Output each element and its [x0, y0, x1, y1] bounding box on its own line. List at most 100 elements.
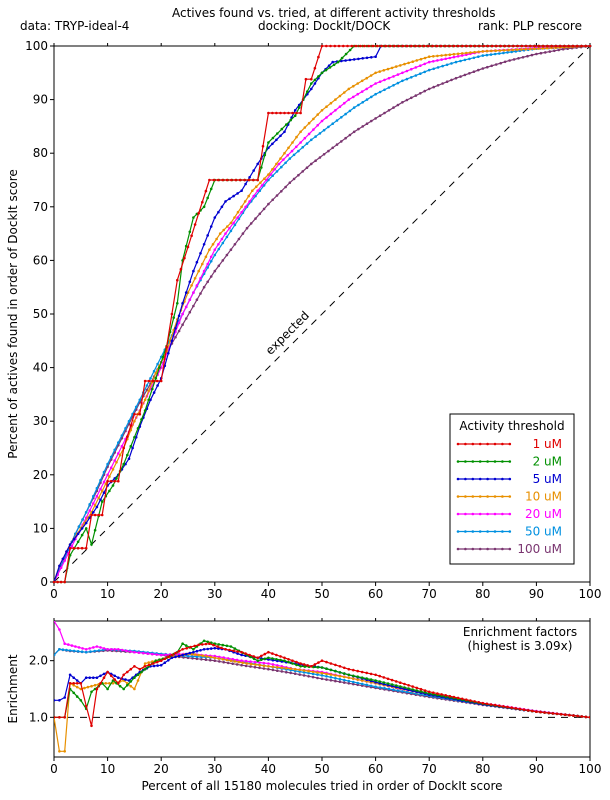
enrich-point: [88, 676, 91, 679]
series-point: [512, 58, 516, 61]
series-point: [106, 473, 109, 477]
series-point: [354, 44, 358, 48]
enrich-series-1-uM: [54, 642, 590, 728]
series-point: [521, 56, 525, 59]
enrich-point: [360, 676, 364, 679]
enrich-point: [369, 672, 373, 676]
series-point: [544, 51, 547, 54]
legend-swatch-point: [456, 547, 460, 551]
enrich-point: [460, 697, 464, 701]
enrich-point: [164, 653, 167, 657]
x-tick-label: 50: [314, 762, 329, 776]
series-point: [387, 76, 391, 80]
series-point: [440, 58, 443, 61]
enrich-point: [253, 660, 257, 664]
series-point: [243, 178, 246, 182]
series-point: [318, 132, 322, 135]
enrich-point: [159, 653, 163, 657]
series-point: [102, 491, 106, 495]
series-point: [247, 178, 251, 182]
series-point: [109, 466, 113, 470]
series-point: [499, 44, 503, 48]
legend-swatch-point: [471, 512, 475, 516]
series-point: [113, 459, 116, 462]
series-point: [287, 111, 290, 115]
enrich-point: [456, 696, 460, 700]
series-point: [177, 321, 181, 325]
series-point: [515, 48, 519, 51]
enrich-point: [63, 642, 66, 645]
enrich-point: [102, 672, 106, 676]
enrich-point: [99, 674, 102, 678]
series-point: [561, 47, 565, 51]
enrich-point: [193, 653, 197, 656]
series-point: [109, 455, 113, 459]
enrich-point: [224, 648, 227, 651]
enrich-point: [140, 670, 143, 674]
series-point: [436, 54, 439, 58]
series-point: [482, 44, 486, 48]
enrich-point: [312, 665, 315, 669]
series-point: [553, 49, 556, 53]
series-point: [557, 48, 560, 52]
enrich-point: [279, 655, 282, 658]
series-point: [156, 384, 159, 387]
series-point: [292, 153, 296, 157]
enrich-point: [174, 651, 177, 655]
series-point: [344, 136, 347, 140]
enrich-point: [316, 671, 319, 674]
series-point: [563, 44, 566, 48]
legend-swatch-point: [493, 460, 497, 463]
series-point: [365, 87, 369, 91]
series-point: [249, 222, 253, 225]
series-point: [283, 151, 286, 155]
enrich-point: [95, 645, 99, 648]
x-tick-label: 60: [368, 587, 383, 601]
enrich-point: [138, 667, 142, 671]
series-point: [410, 76, 413, 79]
series-point: [217, 210, 220, 214]
series-point: [494, 49, 498, 52]
series-point: [260, 184, 264, 187]
series-point: [312, 128, 315, 131]
series-point: [256, 189, 260, 192]
series-point: [275, 194, 279, 197]
series-point: [365, 56, 369, 60]
series-point: [58, 564, 61, 568]
series-point: [363, 44, 366, 48]
series-point: [439, 44, 443, 48]
enrich-point: [298, 668, 302, 672]
enrich-point: [299, 665, 302, 668]
series-point: [365, 76, 369, 80]
series-point: [241, 232, 245, 235]
enrich-point: [79, 682, 83, 685]
series-point: [97, 513, 100, 517]
series-point: [465, 44, 468, 48]
series-point: [361, 101, 365, 104]
series-point: [271, 174, 275, 177]
series-point: [378, 80, 382, 83]
series-point: [206, 196, 209, 200]
series-point: [356, 82, 360, 85]
enrich-point: [347, 673, 351, 677]
series-line: [53, 45, 590, 583]
enrich-point: [360, 670, 364, 674]
series-point: [263, 177, 266, 180]
series-point: [208, 248, 211, 251]
enrichment-plot: 0 10 20 30 40 50 60 70 80 90 100 1.0 2.0 Enrichment Pe…: [6, 618, 601, 793]
enrich-point: [334, 679, 337, 683]
enrich-point: [365, 677, 369, 680]
series-point: [405, 69, 409, 73]
series-point: [295, 111, 298, 115]
series-point: [293, 114, 297, 117]
series-point: [108, 489, 111, 493]
series-point: [336, 60, 340, 64]
series-point: [265, 178, 268, 182]
legend-swatch-point: [508, 547, 512, 551]
series-point: [299, 111, 302, 115]
series-point: [490, 44, 494, 48]
enrich-point: [285, 670, 288, 674]
enrich-point: [347, 667, 351, 671]
enrich-point: [213, 646, 217, 650]
series-point: [401, 71, 404, 75]
